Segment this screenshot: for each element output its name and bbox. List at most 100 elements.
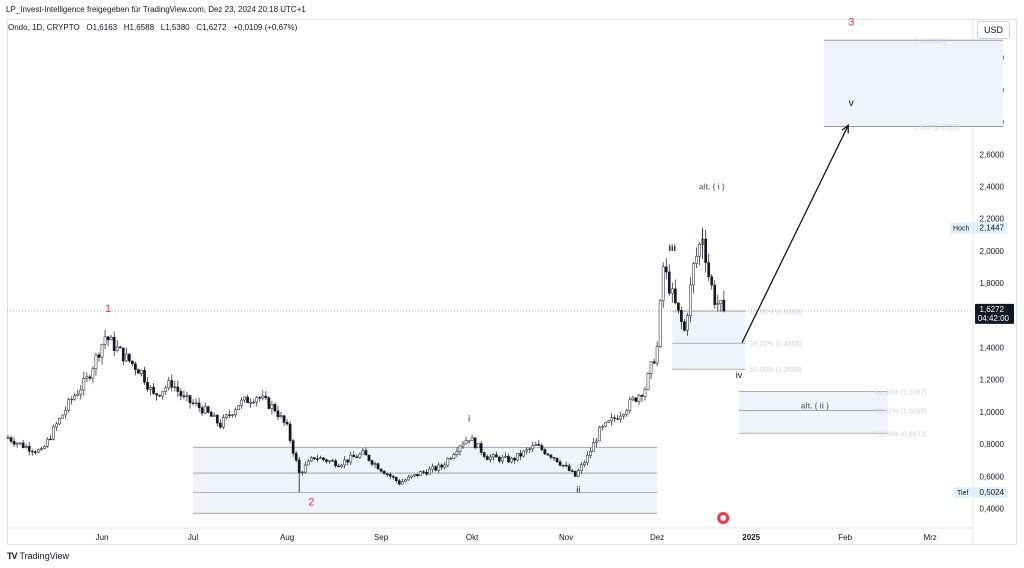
- time-tick-label: Jul: [188, 533, 198, 542]
- wave-label-alt_i: alt. ( i ): [699, 183, 725, 192]
- price-tick-label: 0,8000: [980, 440, 1005, 449]
- candle: [394, 477, 398, 481]
- candle: [495, 454, 498, 458]
- candle: [246, 396, 249, 403]
- last-price-badge-value: 1,6272: [980, 305, 1005, 314]
- candle: [346, 459, 350, 463]
- candle: [501, 456, 504, 462]
- wave-label-ii: ii: [576, 484, 580, 494]
- wave-label-iii: iii: [669, 243, 677, 253]
- candle: [73, 395, 77, 400]
- candle: [9, 437, 13, 442]
- candle: [185, 395, 189, 397]
- candle: [549, 454, 553, 458]
- candle: [400, 481, 404, 485]
- fib-label-705: 70,50% (1,0090): [875, 408, 927, 415]
- tradingview-logo-icon: TV: [7, 551, 17, 561]
- candle: [249, 402, 253, 404]
- candle: [646, 373, 650, 390]
- candle: [40, 448, 43, 451]
- candle: [546, 453, 550, 456]
- target-zone-wave-3: [823, 40, 1003, 127]
- candle: [194, 402, 198, 404]
- currency-button[interactable]: USD: [977, 21, 1010, 39]
- candle: [673, 288, 677, 304]
- candle: [228, 414, 231, 416]
- candle: [334, 460, 337, 467]
- candle: [652, 361, 656, 364]
- candle: [658, 300, 662, 347]
- price-tick-label: 0,6000: [980, 472, 1005, 481]
- candle: [519, 453, 522, 457]
- candle: [36, 449, 40, 453]
- tradingview-footer[interactable]: TV TradingView: [7, 551, 69, 561]
- projection-arrow-line: [741, 125, 849, 343]
- candle: [161, 391, 165, 397]
- candle: [455, 451, 459, 455]
- candle: [476, 443, 480, 449]
- candle: [422, 471, 425, 473]
- alt-ii-zone: [739, 391, 888, 434]
- candle: [30, 450, 34, 453]
- high-value: H1,6588: [123, 23, 155, 32]
- candle: [182, 395, 186, 397]
- candle: [379, 468, 383, 472]
- candle: [440, 464, 444, 468]
- candle: [498, 456, 501, 462]
- candle: [231, 414, 234, 416]
- candle: [106, 336, 110, 341]
- wave-label-w2: 2: [308, 496, 314, 508]
- candle: [294, 453, 298, 461]
- candle: [428, 468, 431, 475]
- candle: [516, 453, 519, 461]
- time-tick-label: Sep: [374, 533, 389, 542]
- candle: [331, 460, 334, 462]
- candle: [582, 462, 586, 466]
- price-tick-label: 2,6000: [980, 150, 1005, 159]
- candle: [525, 449, 529, 452]
- price-tick-label: 1,0000: [980, 408, 1005, 417]
- candle: [595, 440, 598, 443]
- chart-frame: [7, 19, 1017, 545]
- candle: [158, 394, 162, 397]
- time-tick-label: Feb: [838, 533, 852, 542]
- fib-label-236: 23,60% (1,6263): [750, 309, 802, 316]
- candle: [143, 369, 146, 383]
- candle: [85, 376, 89, 379]
- candle: [343, 459, 347, 466]
- candle: [82, 377, 86, 391]
- wave-label-w1: 1: [105, 303, 111, 315]
- candle: [209, 412, 213, 417]
- symbol-label[interactable]: Ondo, 1D, CRYPTO: [8, 23, 80, 32]
- candle: [473, 437, 477, 449]
- low-value: L1,5380: [160, 23, 190, 32]
- wave-label-iv: iv: [736, 370, 743, 380]
- candle: [570, 470, 574, 472]
- fib-label-382: 38,20% (1,4265): [750, 341, 802, 348]
- low-badge-value: 0,5024: [980, 488, 1005, 497]
- price-tick-label: 2,4000: [980, 183, 1005, 192]
- candle: [628, 399, 632, 411]
- time-tick-label: Aug: [280, 533, 294, 542]
- candle: [634, 397, 638, 402]
- candle: [70, 398, 74, 401]
- candle: [152, 386, 155, 394]
- last-price-countdown: 04:42:00: [978, 314, 1010, 323]
- candle: [18, 442, 22, 444]
- candle: [118, 346, 122, 349]
- candle: [437, 464, 441, 471]
- candle: [640, 395, 644, 397]
- candle: [76, 393, 80, 396]
- low-badge-bg: [954, 487, 1007, 499]
- candle: [134, 363, 137, 370]
- candle: [410, 475, 413, 478]
- candle: [115, 346, 119, 351]
- time-tick-label: Nov: [559, 533, 573, 542]
- candle: [552, 457, 556, 459]
- candle: [576, 470, 580, 477]
- fib-label-50: 50,00% (1,2650): [750, 367, 802, 374]
- candle: [55, 423, 58, 428]
- candle: [325, 459, 328, 462]
- candle: [328, 460, 331, 462]
